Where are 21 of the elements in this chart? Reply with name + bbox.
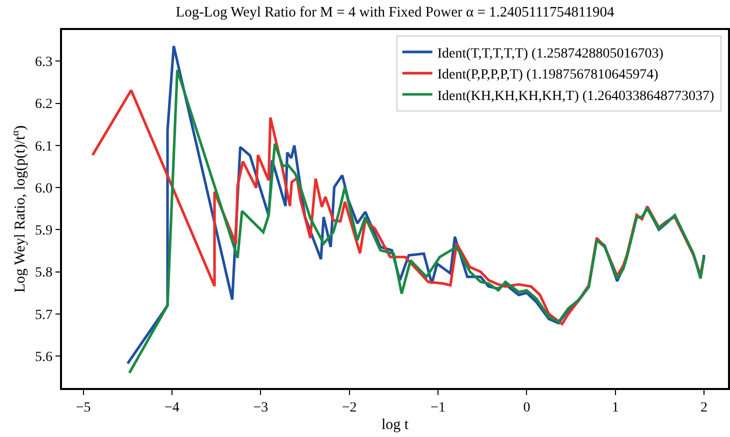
y-tick-label: 6.0 [34, 181, 52, 196]
x-tick-label: −3 [253, 400, 268, 416]
x-tick-label: −5 [76, 400, 91, 416]
y-tick-label: 5.7 [34, 308, 52, 323]
y-tick-label: 6.1 [34, 139, 52, 154]
chart-title: Log-Log Weyl Ratio for M = 4 with Fixed Power α = 1.2405111754811904 [176, 4, 616, 21]
legend-label: Ident(KH,KH,KH,KH,T) (1.2640338648773037) [437, 88, 715, 104]
x-tick-label: −2 [342, 400, 357, 416]
x-tick-label: −1 [430, 400, 446, 416]
y-tick-label: 6.3 [34, 55, 52, 70]
y-tick-label: 6.2 [34, 97, 52, 112]
x-tick-label: 2 [700, 400, 708, 416]
y-tick-label: 5.8 [34, 266, 52, 281]
x-tick-label: 1 [612, 400, 619, 416]
x-axis-title: log t [381, 417, 410, 434]
x-tick-label: −4 [164, 400, 180, 416]
y-tick-label: 5.6 [34, 350, 52, 365]
legend-label: Ident(P,P,P,P,T) (1.1987567810645974) [437, 68, 659, 83]
y-tick-label: 5.9 [34, 224, 52, 239]
legend-label: Ident(T,T,T,T,T) (1.2587428805016703) [437, 46, 664, 62]
x-tick-label: 0 [523, 400, 530, 416]
